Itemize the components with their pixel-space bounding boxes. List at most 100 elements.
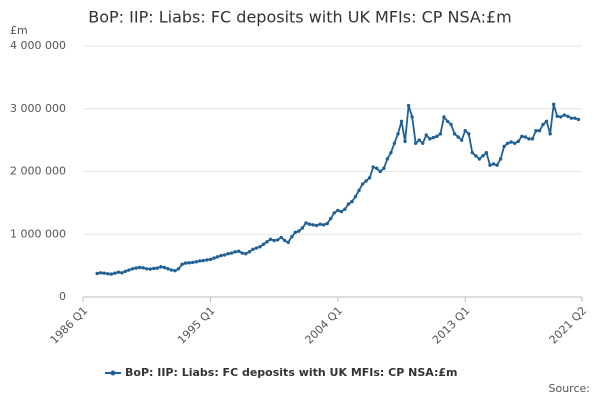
data-point: [141, 266, 145, 270]
data-point: [551, 102, 556, 107]
data-point: [438, 132, 443, 136]
data-point: [251, 247, 255, 252]
data-point: [183, 261, 188, 265]
data-point: [530, 137, 535, 141]
data-point: [201, 258, 206, 263]
data-point: [360, 182, 365, 186]
data-point: [102, 271, 106, 275]
data-point: [435, 134, 439, 139]
data-point: [353, 194, 358, 199]
data-point: [573, 116, 577, 120]
data-point: [378, 169, 382, 174]
data-point: [275, 238, 280, 242]
data-point: [208, 257, 213, 262]
data-point: [134, 266, 138, 270]
data-point: [442, 115, 446, 119]
data-point: [562, 113, 567, 117]
data-point: [314, 223, 319, 228]
data-point: [198, 259, 202, 263]
data-point: [258, 245, 262, 249]
data-point: [449, 122, 453, 127]
y-tick-label: 3 000 000: [10, 102, 66, 115]
data-point: [452, 132, 457, 136]
data-point: [459, 138, 464, 142]
data-point: [261, 242, 266, 246]
data-point: [194, 260, 198, 264]
data-point: [534, 129, 538, 133]
data-point: [403, 139, 407, 144]
data-point: [470, 150, 474, 155]
data-point: [286, 240, 290, 245]
data-point: [272, 238, 276, 243]
data-point: [474, 154, 478, 158]
data-point: [297, 229, 301, 233]
data-point: [329, 216, 333, 221]
data-point: [307, 222, 312, 226]
data-point: [300, 226, 305, 230]
data-point: [431, 135, 436, 140]
data-point: [176, 267, 181, 271]
data-point: [371, 165, 375, 169]
data-point: [219, 253, 223, 258]
data-point: [357, 188, 361, 193]
data-point: [106, 272, 110, 276]
data-point: [283, 238, 287, 243]
data-point: [488, 163, 492, 167]
data-point: [123, 269, 128, 273]
data-point: [180, 262, 184, 267]
data-point: [159, 265, 163, 269]
data-point: [399, 119, 404, 124]
data-point: [290, 235, 294, 239]
data-point: [162, 265, 167, 270]
data-point: [385, 157, 390, 161]
data-point: [513, 141, 517, 145]
data-point: [311, 223, 315, 227]
data-point: [527, 137, 531, 141]
data-point: [424, 133, 428, 137]
data-point: [173, 268, 177, 273]
data-point: [254, 246, 259, 250]
data-point: [516, 139, 520, 144]
data-point: [445, 119, 450, 124]
data-point: [212, 256, 216, 260]
data-point: [481, 154, 485, 158]
data-point: [498, 157, 503, 161]
data-point: [169, 268, 174, 272]
y-tick-label: 2 000 000: [10, 165, 66, 178]
x-tick-label: 2013 Q1: [430, 304, 473, 347]
data-point: [226, 252, 230, 256]
data-point: [268, 237, 273, 241]
data-point: [137, 265, 142, 270]
data-point: [537, 129, 542, 133]
data-point: [247, 250, 252, 254]
data-point: [509, 140, 513, 144]
data-point: [396, 132, 400, 136]
data-point: [233, 250, 237, 254]
data-point: [318, 222, 322, 226]
data-point: [240, 251, 244, 255]
data-point: [145, 267, 149, 271]
data-point: [336, 208, 340, 213]
data-point: [456, 135, 460, 139]
data-point: [544, 119, 549, 124]
data-point: [413, 141, 418, 145]
data-point: [346, 202, 351, 206]
data-point: [548, 132, 552, 136]
data-point: [417, 138, 421, 142]
data-point: [576, 117, 581, 122]
data-point: [477, 157, 482, 161]
data-point: [421, 141, 425, 145]
data-point: [491, 162, 496, 166]
data-point: [406, 103, 411, 108]
data-point: [382, 166, 386, 171]
source: Source:: [549, 382, 591, 395]
x-tick-label: 1986 Q1: [48, 304, 91, 347]
x-tick-label: 2004 Q1: [303, 304, 346, 347]
data-point: [325, 221, 329, 226]
legend-marker: [110, 370, 116, 376]
data-point: [484, 150, 489, 155]
x-tick-label: 1995 Q1: [175, 304, 218, 347]
data-point: [569, 116, 574, 120]
data-point: [350, 199, 354, 204]
